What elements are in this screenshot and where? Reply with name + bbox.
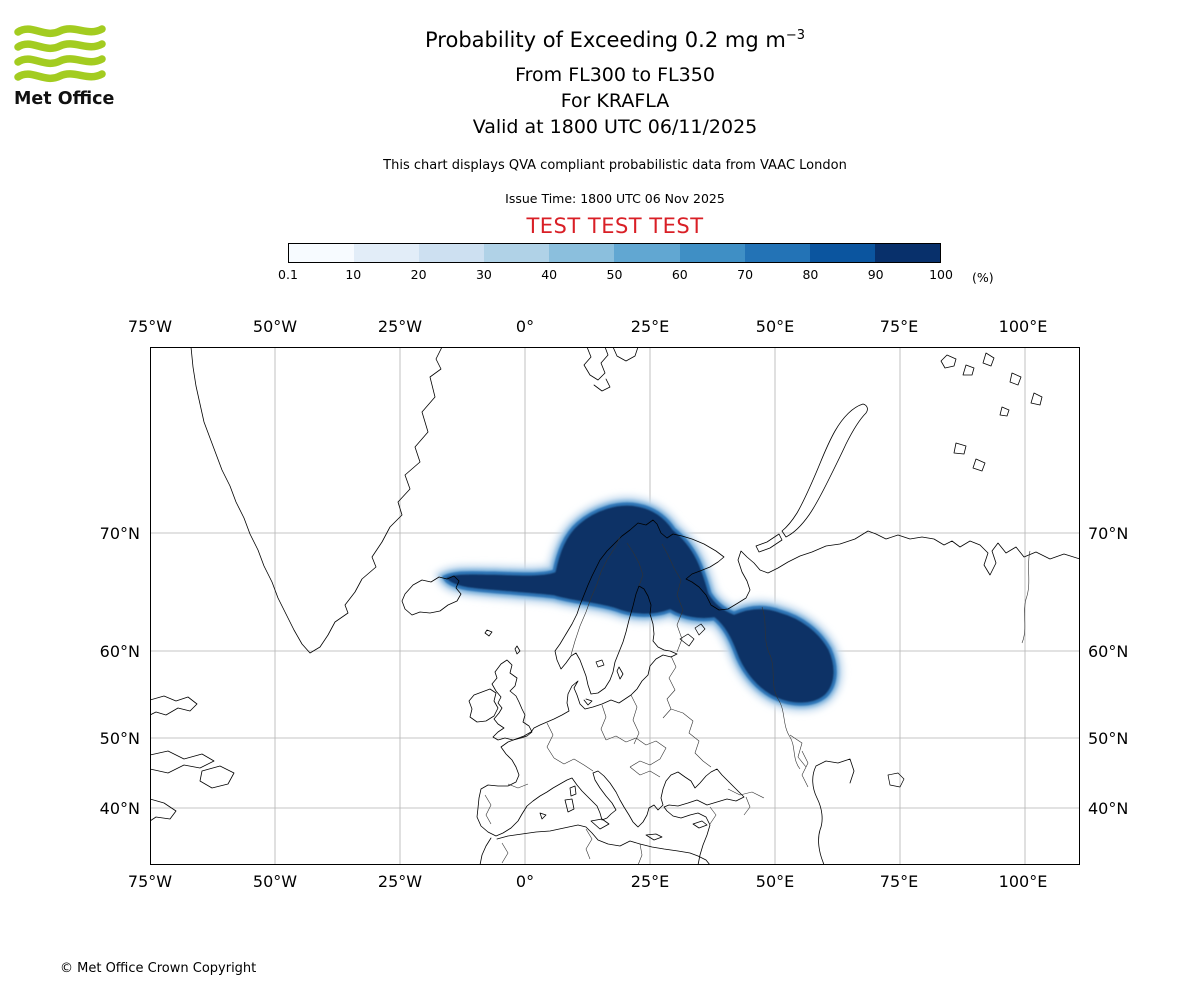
logo-wave xyxy=(14,55,106,68)
colorbar-wrap: 0.1 10 20 30 40 50 60 70 80 90 100 (%) xyxy=(278,243,994,285)
lon-label-bottom: 75°E xyxy=(879,872,919,891)
newfoundland-coast xyxy=(199,765,235,789)
colorbar-tick-label: 50 xyxy=(606,267,623,282)
colorbar-tick-label: 40 xyxy=(541,267,558,282)
coastlines xyxy=(150,347,1080,865)
lon-label-top: 25°E xyxy=(630,317,670,336)
colorbar-segment xyxy=(484,244,550,262)
lat-label-left: 40°N xyxy=(99,799,140,818)
colorbar-segment xyxy=(874,244,940,262)
lon-label-bottom: 25°W xyxy=(377,872,423,891)
lon-label-bottom: 50°W xyxy=(252,872,298,891)
colorbar-segment xyxy=(614,244,680,262)
colorbar-tick-label: 60 xyxy=(671,267,688,282)
lon-label-top: 0° xyxy=(515,317,535,336)
arctic-islands xyxy=(940,352,1043,472)
lon-label-top: 100°E xyxy=(998,317,1048,336)
ash-plume-core xyxy=(442,502,837,706)
lat-label-left: 70°N xyxy=(99,524,140,543)
lon-label-top: 25°W xyxy=(377,317,423,336)
colorbar-tick-label: 80 xyxy=(802,267,819,282)
title-text: Probability of Exceeding 0.2 mg m xyxy=(425,28,786,52)
ash-plume xyxy=(434,496,844,713)
lat-label-left: 50°N xyxy=(99,729,140,748)
colorbar-tick-label: 100 xyxy=(929,267,953,282)
colorbar-segment xyxy=(809,244,875,262)
logo-waves-icon xyxy=(14,25,106,83)
great-britain-coast xyxy=(491,659,533,741)
logo-wave xyxy=(14,70,106,83)
colorbar-tick-label: 90 xyxy=(867,267,884,282)
svalbard-coast xyxy=(583,347,639,392)
lon-label-bottom: 25°E xyxy=(630,872,670,891)
subtitle-valid-time: Valid at 1800 UTC 06/11/2025 xyxy=(472,116,758,138)
met-office-logo: Met Office xyxy=(14,22,126,109)
map-border xyxy=(150,347,1080,865)
iceland-coast xyxy=(401,575,462,616)
lon-label-top: 75°E xyxy=(879,317,919,336)
logo-text: Met Office xyxy=(14,89,115,109)
lat-label-right: 70°N xyxy=(1088,524,1129,543)
caspian-coast xyxy=(812,758,855,865)
colorbar-segment xyxy=(419,244,485,262)
colorbar xyxy=(288,243,941,263)
logo-wave xyxy=(14,25,106,38)
qva-description: This chart displays QVA compliant probab… xyxy=(383,158,847,173)
lat-label-right: 60°N xyxy=(1088,642,1129,661)
lakes xyxy=(595,623,905,788)
colorbar-tick-label: 20 xyxy=(410,267,427,282)
colorbar-ticks: 0.1 10 20 30 40 50 60 70 80 90 100 xyxy=(278,267,953,283)
colorbar-segment xyxy=(354,244,420,262)
lon-label-bottom: 75°W xyxy=(127,872,173,891)
colorbar-unit-label: (%) xyxy=(972,270,994,285)
lat-label-right: 40°N xyxy=(1088,799,1129,818)
lon-label-top: 75°W xyxy=(127,317,173,336)
colorbar-tick-label: 30 xyxy=(475,267,492,282)
lon-label-bottom: 50°E xyxy=(755,872,795,891)
novaya-zemlya-coast xyxy=(755,403,868,553)
gulf-stlawrence-coast xyxy=(150,750,215,774)
colorbar-tick-label: 10 xyxy=(345,267,362,282)
minor-islands xyxy=(484,629,708,841)
page-title: Probability of Exceeding 0.2 mg m−3 xyxy=(15,28,1200,52)
lon-label-bottom: 0° xyxy=(515,872,535,891)
labrador-coast xyxy=(150,695,198,716)
test-banner: TEST TEST TEST xyxy=(526,214,704,238)
north-africa-coast xyxy=(479,824,711,865)
eurasia-coast xyxy=(476,519,1080,865)
subtitle-flight-levels: From FL300 to FL350 xyxy=(515,64,715,86)
ireland-coast xyxy=(468,688,499,723)
lat-label-left: 60°N xyxy=(99,642,140,661)
colorbar-segment xyxy=(744,244,810,262)
issue-time: Issue Time: 1800 UTC 06 Nov 2025 xyxy=(505,191,725,206)
lon-label-top: 50°W xyxy=(252,317,298,336)
map-canvas xyxy=(150,347,1080,865)
lon-label-top: 50°E xyxy=(755,317,795,336)
title-superscript: −3 xyxy=(785,28,805,43)
lat-label-right: 50°N xyxy=(1088,729,1129,748)
country-borders xyxy=(484,536,1031,865)
greenland-coast xyxy=(190,347,443,654)
colorbar-segment xyxy=(549,244,615,262)
copyright-notice: © Met Office Crown Copyright xyxy=(60,961,257,976)
nova-scotia-coast xyxy=(150,798,177,822)
subtitle-volcano: For KRAFLA xyxy=(560,90,670,112)
colorbar-segment xyxy=(289,244,355,262)
colorbar-segment xyxy=(679,244,745,262)
colorbar-tick-label: 70 xyxy=(737,267,754,282)
logo-wave xyxy=(14,40,106,53)
lon-label-bottom: 100°E xyxy=(998,872,1048,891)
colorbar-tick-label: 0.1 xyxy=(278,267,298,282)
